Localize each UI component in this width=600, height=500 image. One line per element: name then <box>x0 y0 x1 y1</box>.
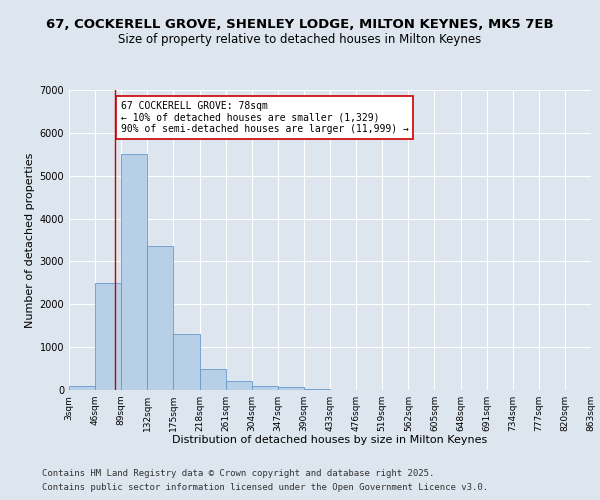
Bar <box>304 389 330 390</box>
Text: Contains HM Land Registry data © Crown copyright and database right 2025.: Contains HM Land Registry data © Crown c… <box>42 468 434 477</box>
Y-axis label: Number of detached properties: Number of detached properties <box>25 152 35 328</box>
Bar <box>69 386 95 390</box>
Bar <box>121 154 148 390</box>
Text: Contains public sector information licensed under the Open Government Licence v3: Contains public sector information licen… <box>42 484 488 492</box>
Text: 67 COCKERELL GROVE: 78sqm
← 10% of detached houses are smaller (1,329)
90% of se: 67 COCKERELL GROVE: 78sqm ← 10% of detac… <box>121 100 409 134</box>
Bar <box>226 380 252 390</box>
Text: Size of property relative to detached houses in Milton Keynes: Size of property relative to detached ho… <box>118 32 482 46</box>
Bar <box>199 370 226 390</box>
Bar <box>95 283 121 390</box>
Bar <box>148 246 173 390</box>
Text: 67, COCKERELL GROVE, SHENLEY LODGE, MILTON KEYNES, MK5 7EB: 67, COCKERELL GROVE, SHENLEY LODGE, MILT… <box>46 18 554 30</box>
Bar <box>173 334 199 390</box>
X-axis label: Distribution of detached houses by size in Milton Keynes: Distribution of detached houses by size … <box>172 436 488 446</box>
Bar <box>252 386 278 390</box>
Bar <box>278 387 304 390</box>
